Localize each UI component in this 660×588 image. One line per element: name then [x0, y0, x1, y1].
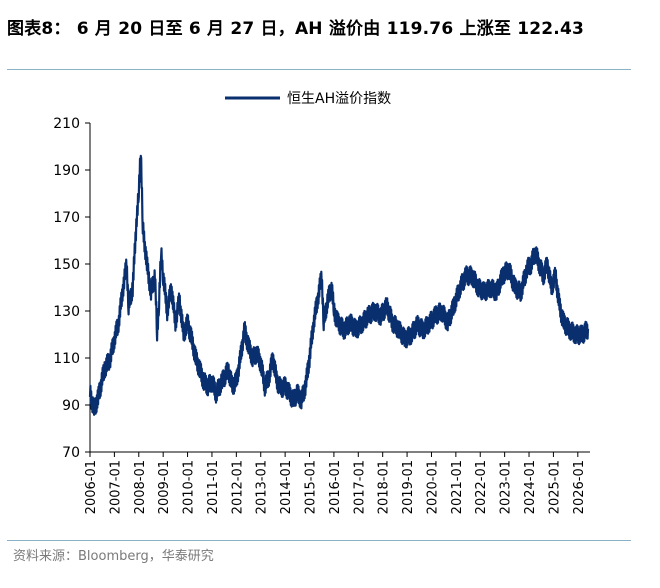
- x-tick-label: 2009-01: [157, 460, 172, 514]
- y-tick-label: 110: [53, 351, 80, 367]
- x-tick-label: 2025-01: [547, 460, 562, 514]
- legend-label: 恒生AH溢价指数: [287, 91, 391, 107]
- bottom-divider: [7, 540, 631, 541]
- x-tick-label: 2018-01: [377, 460, 392, 514]
- top-divider: [7, 69, 631, 70]
- x-tick-label: 2012-01: [230, 460, 245, 514]
- x-tick-label: 2024-01: [523, 460, 538, 514]
- y-tick-label: 90: [62, 398, 80, 414]
- x-tick-label: 2008-01: [133, 460, 148, 514]
- x-tick-label: 2013-01: [255, 460, 270, 514]
- legend: 恒生AH溢价指数: [225, 91, 391, 107]
- x-tick-label: 2020-01: [425, 460, 440, 514]
- y-tick-label: 210: [53, 116, 80, 132]
- source-note: 资料来源：Bloomberg，华泰研究: [13, 549, 214, 564]
- x-tick-label: 2016-01: [328, 460, 343, 514]
- x-tick-label: 2014-01: [279, 460, 294, 514]
- y-tick-label: 130: [53, 304, 80, 320]
- x-tick-label: 2011-01: [206, 460, 221, 514]
- x-tick-label: 2026-01: [572, 460, 587, 514]
- x-tick-label: 2007-01: [108, 460, 123, 514]
- x-tick-label: 2021-01: [450, 460, 465, 514]
- x-tick-label: 2019-01: [401, 460, 416, 514]
- x-axis-ticks: 2006-01 2007-01 2008-01 2009-01 2010-01 2011-…: [84, 452, 587, 514]
- y-axis-ticks: 70 90 110 130 150 170 190 210: [53, 116, 90, 461]
- y-tick-label: 190: [53, 163, 80, 179]
- x-tick-label: 2010-01: [182, 460, 197, 514]
- x-tick-label: 2017-01: [352, 460, 367, 514]
- x-tick-label: 2015-01: [304, 460, 319, 514]
- x-tick-label: 2023-01: [499, 460, 514, 514]
- y-tick-label: 150: [53, 257, 80, 273]
- x-tick-label: 2022-01: [474, 460, 489, 514]
- x-tick-label: 2006-01: [84, 460, 99, 514]
- y-tick-label: 170: [53, 210, 80, 226]
- series-line-ah-premium: [88, 154, 590, 416]
- figure-title: 图表8： 6 月 20 日至 6 月 27 日，AH 溢价由 119.76 上涨…: [7, 19, 585, 39]
- y-tick-label: 70: [62, 445, 80, 461]
